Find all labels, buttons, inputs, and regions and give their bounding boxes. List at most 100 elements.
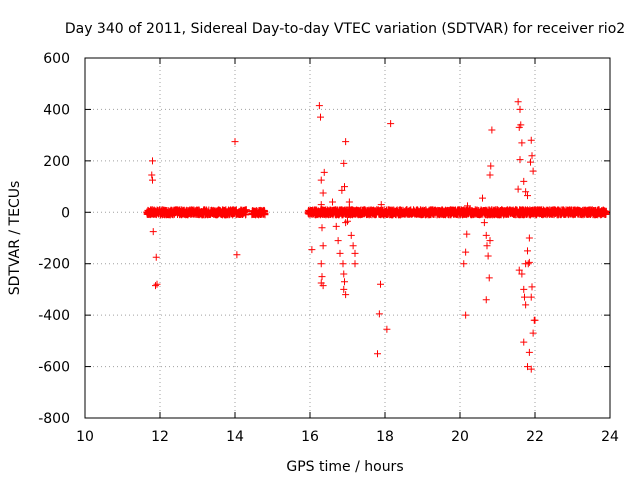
y-tick-label: 200 bbox=[43, 154, 70, 170]
y-tick-label: 400 bbox=[43, 102, 70, 118]
outlier-point bbox=[152, 282, 159, 290]
outlier-point bbox=[149, 176, 156, 184]
outlier-point bbox=[524, 247, 531, 255]
outlier-point bbox=[524, 363, 531, 371]
outlier-point bbox=[527, 136, 535, 144]
axes: 10 12 14 16 18 20 22 24 -800 -600 -400 -200 0 200 400 6… bbox=[38, 51, 619, 445]
outlier-point bbox=[486, 237, 494, 245]
outlier-point bbox=[231, 138, 239, 146]
outlier-point bbox=[480, 219, 488, 227]
outlier-point bbox=[524, 192, 531, 200]
outlier-point bbox=[528, 152, 536, 160]
plot-frame bbox=[84, 57, 611, 419]
outlier-point bbox=[525, 348, 533, 356]
y-tick-label: -600 bbox=[38, 360, 70, 376]
y-tick-label: -800 bbox=[38, 411, 70, 427]
outlier-point bbox=[522, 260, 530, 268]
outlier-point bbox=[527, 158, 534, 166]
outlier-point bbox=[525, 234, 533, 242]
y-tick-label: 600 bbox=[43, 51, 70, 67]
outlier-point bbox=[375, 310, 383, 318]
outlier-point bbox=[339, 260, 347, 268]
outlier-point bbox=[340, 285, 348, 293]
y-tick-label: -400 bbox=[38, 308, 70, 324]
outlier-point bbox=[317, 201, 325, 209]
outlier-point bbox=[487, 162, 495, 170]
outlier-point bbox=[460, 260, 468, 268]
outlier-point bbox=[152, 253, 160, 261]
outlier-point bbox=[514, 185, 522, 193]
outlier-point bbox=[342, 219, 350, 227]
outlier-point bbox=[319, 189, 327, 197]
outlier-point bbox=[317, 260, 325, 268]
outlier-point bbox=[338, 186, 346, 194]
outlier-point bbox=[345, 203, 353, 211]
outlier-point bbox=[320, 168, 328, 176]
band-point bbox=[261, 209, 269, 217]
data-points bbox=[143, 98, 610, 373]
outlier-point bbox=[332, 222, 340, 230]
outlier-point bbox=[483, 242, 491, 250]
outlier-point bbox=[518, 270, 526, 278]
outlier-point bbox=[463, 230, 471, 238]
outlier-point bbox=[315, 102, 323, 110]
x-tick-label: 14 bbox=[226, 429, 244, 445]
outlier-point bbox=[488, 126, 496, 134]
outlier-point bbox=[149, 157, 156, 165]
x-tick-label: 24 bbox=[601, 429, 619, 445]
y-tick-label: -200 bbox=[38, 257, 70, 273]
outlier-point bbox=[153, 280, 161, 288]
x-tick-label: 22 bbox=[526, 429, 544, 445]
outlier-point bbox=[522, 301, 530, 309]
outlier-point bbox=[377, 201, 385, 209]
outlier-point bbox=[319, 242, 327, 250]
outlier-point bbox=[525, 258, 533, 266]
outlier-point bbox=[341, 183, 348, 191]
outlier-point bbox=[522, 188, 530, 196]
outlier-point bbox=[318, 224, 326, 232]
outlier-point bbox=[233, 251, 241, 259]
outlier-point bbox=[374, 350, 381, 358]
y-axis-label: SDTVAR / TECUs bbox=[7, 181, 23, 296]
outlier-point bbox=[334, 237, 342, 245]
band-point bbox=[242, 206, 250, 214]
outlier-point bbox=[329, 198, 336, 206]
outlier-point bbox=[342, 291, 350, 299]
x-tick-label: 20 bbox=[451, 429, 469, 445]
x-axis-label: GPS time / hours bbox=[286, 459, 403, 475]
outlier-point bbox=[377, 280, 384, 288]
outlier-point bbox=[529, 167, 537, 175]
outlier-point bbox=[486, 171, 494, 179]
grid-lines bbox=[85, 58, 610, 418]
outlier-point bbox=[340, 270, 348, 278]
outlier-point bbox=[516, 105, 524, 113]
band-point bbox=[602, 207, 610, 215]
y-tick-label: 0 bbox=[61, 205, 70, 221]
outlier-point bbox=[317, 113, 324, 121]
x-tick-label: 16 bbox=[301, 429, 319, 445]
outlier-point bbox=[520, 285, 528, 293]
outlier-point bbox=[527, 365, 535, 373]
outlier-point bbox=[340, 159, 348, 167]
outlier-point bbox=[336, 249, 344, 257]
outlier-point bbox=[529, 329, 537, 337]
outlier-point bbox=[308, 246, 316, 254]
outlier-point bbox=[528, 283, 536, 291]
outlier-point bbox=[515, 123, 523, 131]
chart-title: Day 340 of 2011, Sidereal Day-to-day VTE… bbox=[65, 21, 625, 37]
outlier-point bbox=[341, 278, 348, 286]
x-tick-label: 10 bbox=[76, 429, 94, 445]
outlier-point bbox=[149, 228, 157, 236]
outlier-point bbox=[148, 171, 156, 179]
outlier-point bbox=[462, 248, 470, 256]
outlier-point bbox=[318, 273, 326, 281]
outlier-point bbox=[520, 338, 528, 346]
outlier-point bbox=[482, 231, 490, 239]
outlier-point bbox=[342, 138, 350, 146]
outlier-point bbox=[514, 98, 522, 106]
outlier-point bbox=[485, 274, 493, 282]
outlier-point bbox=[482, 296, 490, 304]
outlier-point bbox=[479, 194, 486, 202]
outlier-point bbox=[347, 231, 355, 239]
outlier-point bbox=[351, 249, 359, 257]
